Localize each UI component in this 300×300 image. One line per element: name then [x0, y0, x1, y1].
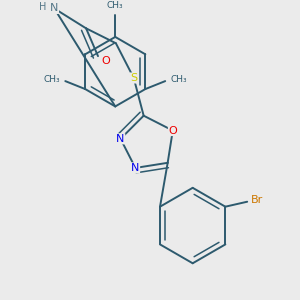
Text: O: O	[168, 125, 177, 136]
Text: CH₃: CH₃	[107, 1, 124, 10]
Text: H: H	[39, 2, 46, 11]
Text: CH₃: CH₃	[171, 75, 188, 84]
Text: O: O	[102, 56, 110, 66]
Text: Br: Br	[251, 195, 263, 205]
Text: N: N	[131, 163, 140, 173]
Text: N: N	[50, 4, 58, 14]
Text: N: N	[116, 134, 125, 144]
Text: S: S	[130, 73, 137, 83]
Text: CH₃: CH₃	[43, 75, 60, 84]
